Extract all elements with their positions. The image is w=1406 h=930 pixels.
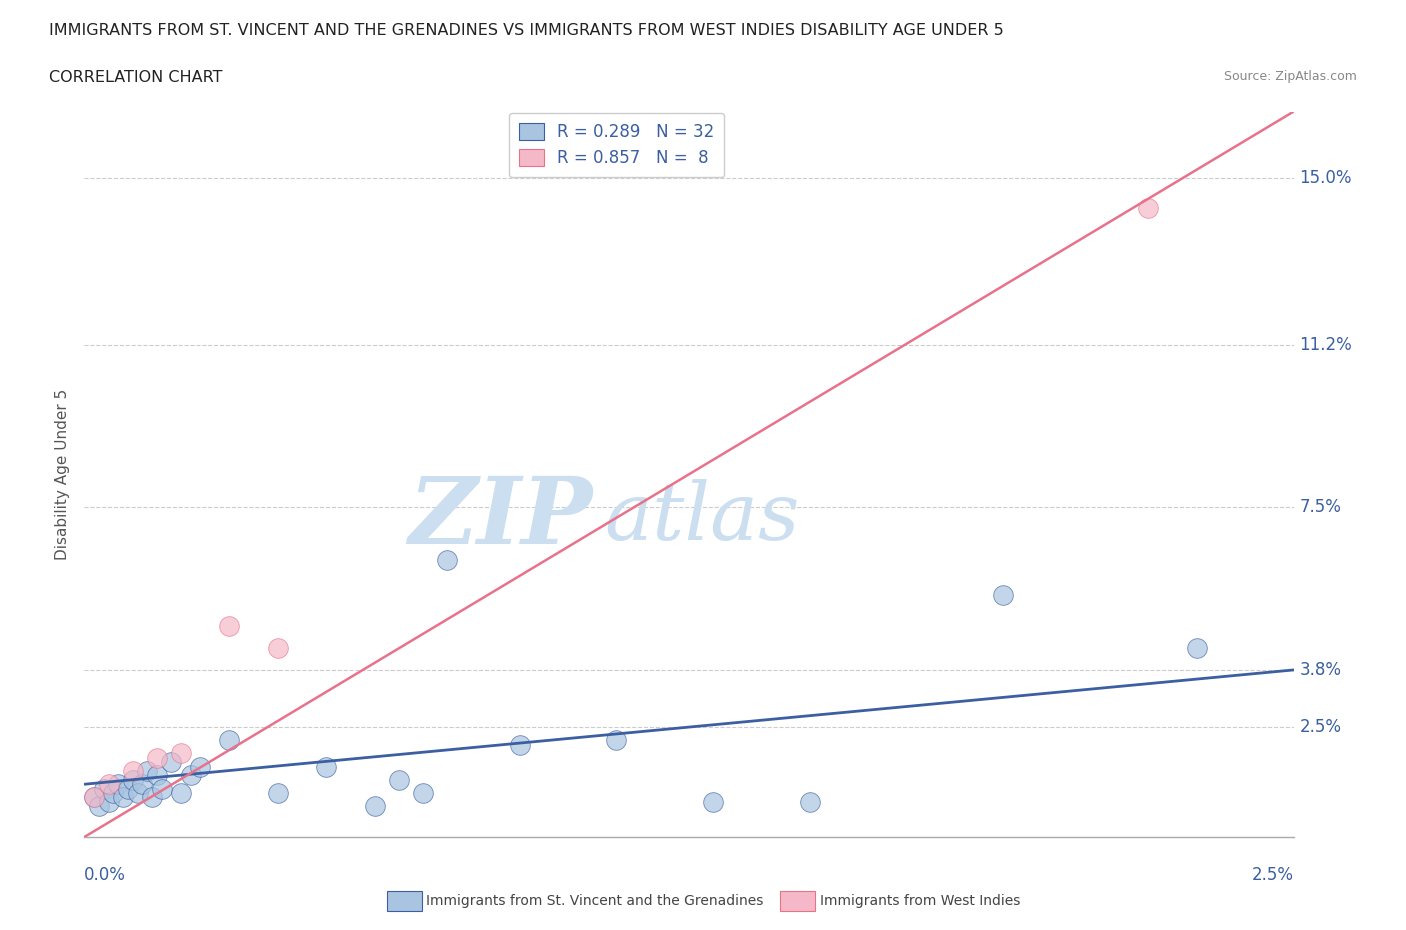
Text: Immigrants from West Indies: Immigrants from West Indies [820, 894, 1021, 909]
Point [993, 588, 1015, 603]
Point [103, 786, 125, 801]
Point [121, 773, 143, 788]
Point [267, 786, 290, 801]
Point [605, 733, 627, 748]
Point [1185, 641, 1208, 656]
Point [112, 790, 135, 804]
Point [218, 618, 240, 633]
Point [83, 790, 105, 804]
Point [388, 773, 411, 788]
Y-axis label: Disability Age Under 5: Disability Age Under 5 [55, 389, 70, 560]
Point [315, 759, 337, 774]
Text: 2.5%: 2.5% [1251, 866, 1294, 884]
Point [107, 777, 129, 791]
Point [136, 764, 159, 778]
Point [97, 794, 120, 809]
Text: 11.2%: 11.2% [1299, 336, 1353, 353]
Point [170, 746, 193, 761]
Text: atlas: atlas [605, 479, 800, 556]
Point [180, 768, 202, 783]
Text: CORRELATION CHART: CORRELATION CHART [49, 70, 222, 85]
Legend: R = 0.289   N = 32, R = 0.857   N =  8: R = 0.289 N = 32, R = 0.857 N = 8 [509, 113, 724, 178]
Text: Immigrants from St. Vincent and the Grenadines: Immigrants from St. Vincent and the Gren… [426, 894, 763, 909]
Point [267, 641, 290, 656]
Text: Source: ZipAtlas.com: Source: ZipAtlas.com [1223, 70, 1357, 83]
Point [87, 799, 110, 814]
Point [436, 552, 458, 567]
Text: 0.0%: 0.0% [84, 866, 127, 884]
Point [363, 799, 385, 814]
Point [509, 737, 531, 752]
Text: 3.8%: 3.8% [1299, 661, 1341, 679]
Point [141, 790, 163, 804]
Point [83, 790, 105, 804]
Point [117, 781, 139, 796]
Point [127, 786, 149, 801]
Point [170, 786, 193, 801]
Point [150, 781, 173, 796]
Text: 15.0%: 15.0% [1299, 168, 1353, 187]
Point [97, 777, 120, 791]
Point [799, 794, 821, 809]
Text: 7.5%: 7.5% [1299, 498, 1341, 516]
Point [702, 794, 724, 809]
Point [121, 764, 143, 778]
Text: ZIP: ZIP [408, 472, 592, 563]
Point [218, 733, 240, 748]
Point [131, 777, 153, 791]
Point [146, 751, 169, 765]
Text: 2.5%: 2.5% [1299, 718, 1341, 736]
Point [190, 759, 212, 774]
Point [160, 755, 183, 770]
Point [1137, 201, 1160, 216]
Point [93, 781, 115, 796]
Point [146, 768, 169, 783]
Text: IMMIGRANTS FROM ST. VINCENT AND THE GRENADINES VS IMMIGRANTS FROM WEST INDIES DI: IMMIGRANTS FROM ST. VINCENT AND THE GREN… [49, 23, 1004, 38]
Point [412, 786, 434, 801]
